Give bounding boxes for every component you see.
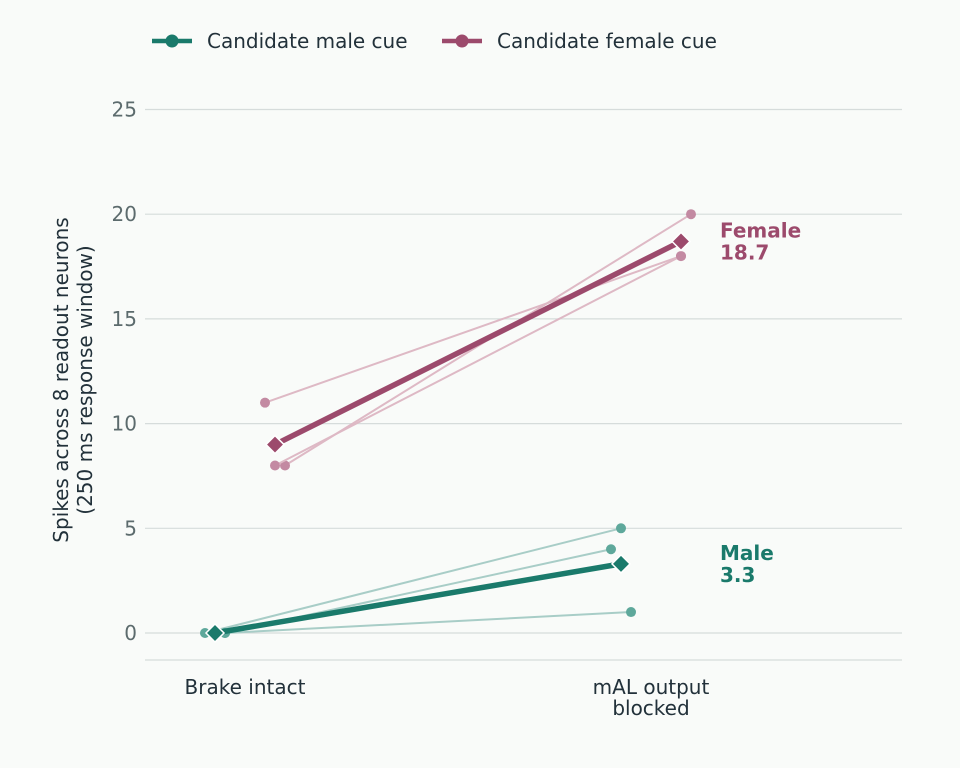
mean-marker <box>204 622 226 644</box>
y-axis-title: Spikes across 8 readout neurons (250 ms r… <box>49 217 97 542</box>
individual-point <box>616 523 626 534</box>
legend-marker <box>165 34 179 48</box>
y-axis-title-line: (250 ms response window) <box>73 245 97 514</box>
mean-marker <box>670 231 692 252</box>
end-label: 18.7 <box>720 240 769 264</box>
individual-point <box>260 397 270 408</box>
y-tick-label: 25 <box>112 98 137 122</box>
y-tick-labels: 0 5 10 15 20 25 <box>112 98 137 646</box>
y-axis-title-line: Spikes across 8 readout neurons <box>49 217 73 542</box>
legend-label: Candidate female cue <box>497 29 717 53</box>
individual-point <box>626 607 636 618</box>
individual-point <box>606 544 616 555</box>
individual-line <box>224 611 632 634</box>
mean-line <box>272 238 684 448</box>
y-axis-title-group: Spikes across 8 readout neurons (250 ms r… <box>49 217 97 542</box>
mean-lines <box>204 231 692 644</box>
individual-line <box>274 255 682 467</box>
x-tick-label: blocked <box>612 696 689 720</box>
gridlines <box>145 108 902 661</box>
y-tick-label: 10 <box>112 412 137 436</box>
individual-point <box>686 209 696 220</box>
legend-marker <box>455 34 469 48</box>
individual-point <box>270 460 280 471</box>
mean-line <box>212 561 624 636</box>
y-tick-label: 0 <box>124 621 137 645</box>
mean-marker <box>610 553 632 574</box>
end-label: Male <box>720 541 774 565</box>
end-label: Female <box>720 218 801 242</box>
individual-point <box>280 460 290 471</box>
x-tick-label: mAL output <box>593 675 710 699</box>
individual-line <box>204 527 622 634</box>
mean-marker <box>264 434 286 455</box>
individual-line <box>264 255 682 404</box>
y-tick-label: 5 <box>124 516 137 540</box>
y-tick-label: 15 <box>112 307 137 331</box>
legend-label: Candidate male cue <box>207 29 408 53</box>
individual-point <box>676 251 686 262</box>
legend: Candidate male cue Candidate female cue <box>152 29 717 53</box>
y-tick-label: 20 <box>112 202 137 226</box>
x-tick-label: Brake intact <box>185 675 306 699</box>
end-label: 3.3 <box>720 563 755 587</box>
